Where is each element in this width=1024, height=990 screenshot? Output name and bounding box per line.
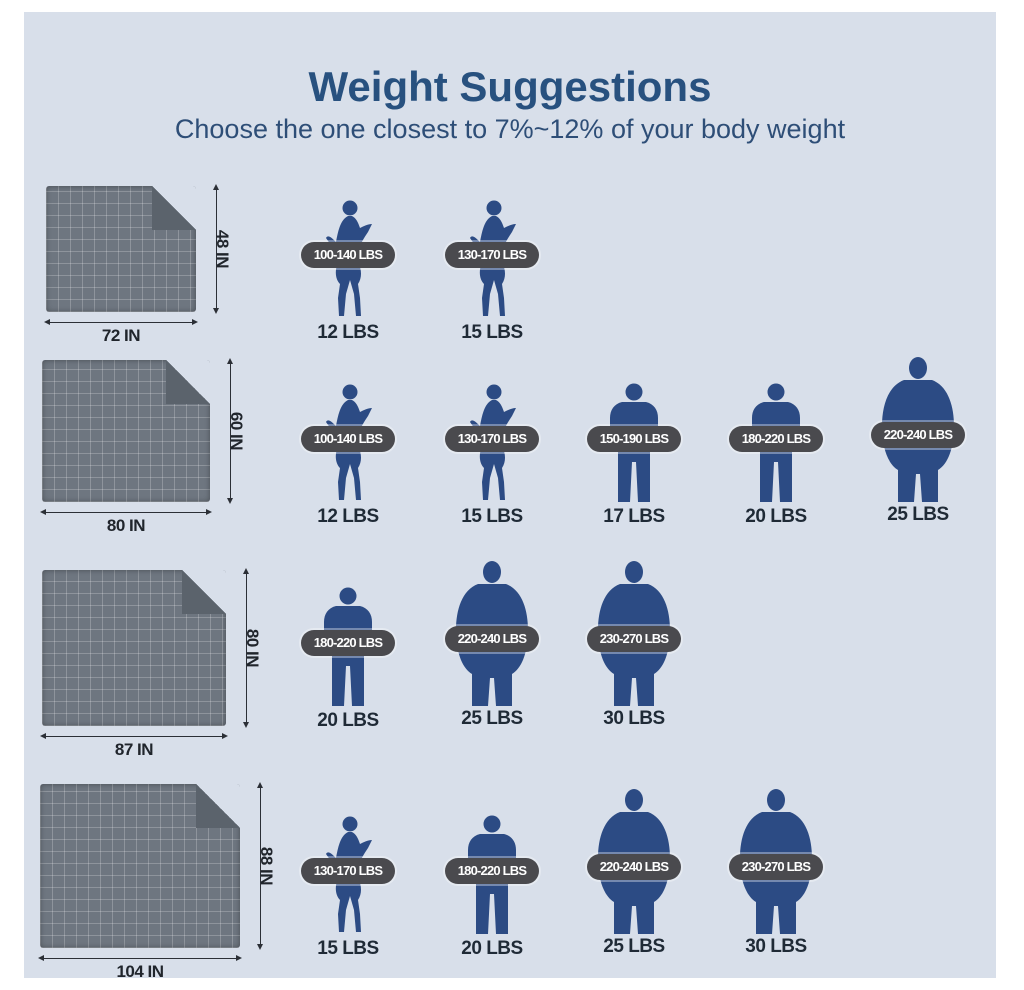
blanket-weight-label: 15 LBS	[461, 322, 523, 343]
arrow-down-icon	[227, 498, 233, 504]
blanket-weight-label: 12 LBS	[317, 322, 379, 343]
arrow-down-icon	[257, 944, 263, 950]
body-figure: 180-220 LBS 20 LBS	[726, 382, 826, 527]
body-figure: 100-140 LBS 12 LBS	[298, 382, 398, 527]
body-figure: 130-170 LBS 15 LBS	[298, 814, 398, 959]
arrow-right-icon	[192, 319, 198, 325]
height-dimension-line	[230, 360, 231, 502]
blanket-weight-label: 17 LBS	[603, 506, 665, 527]
blanket-weight-label: 25 LBS	[887, 504, 949, 525]
blanket-weight-label: 25 LBS	[603, 936, 665, 957]
blanket-weight-label: 25 LBS	[461, 708, 523, 729]
body-weight-range-badge: 180-220 LBS	[729, 426, 823, 452]
body-figure: 220-240 LBS 25 LBS	[442, 560, 542, 729]
blanket-icon	[46, 186, 196, 312]
height-dimension-line	[246, 570, 247, 726]
body-weight-range-badge: 130-170 LBS	[301, 858, 395, 884]
body-weight-range-badge: 180-220 LBS	[445, 858, 539, 884]
body-weight-range-badge: 150-190 LBS	[587, 426, 681, 452]
body-figure: 130-170 LBS 15 LBS	[442, 198, 542, 343]
blanket-width-label: 72 IN	[101, 326, 141, 345]
page-subtitle: Choose the one closest to 7%~12% of your…	[174, 114, 846, 144]
body-weight-range-badge: 130-170 LBS	[445, 242, 539, 268]
body-weight-range-badge: 230-270 LBS	[587, 626, 681, 652]
body-figure: 180-220 LBS 20 LBS	[442, 814, 542, 959]
arrow-up-icon	[257, 782, 263, 788]
blanket-weight-label: 12 LBS	[317, 506, 379, 527]
body-figure: 220-240 LBS 25 LBS	[868, 356, 968, 525]
arrow-up-icon	[213, 184, 219, 190]
arrow-left-icon	[44, 319, 50, 325]
body-figure: 230-270 LBS 30 LBS	[726, 788, 826, 957]
body-figure: 230-270 LBS 30 LBS	[584, 560, 684, 729]
body-weight-range-badge: 220-240 LBS	[445, 626, 539, 652]
width-dimension-line	[46, 322, 196, 323]
width-dimension-line	[42, 736, 226, 737]
body-figure: 180-220 LBS 20 LBS	[298, 586, 398, 731]
arrow-down-icon	[243, 722, 249, 728]
blanket-icon	[42, 570, 226, 726]
height-dimension-line	[260, 784, 261, 948]
arrow-right-icon	[222, 733, 228, 739]
body-figure: 130-170 LBS 15 LBS	[442, 382, 542, 527]
blanket-width-label: 104 IN	[116, 962, 164, 981]
blanket-weight-label: 20 LBS	[461, 938, 523, 959]
arrow-right-icon	[236, 955, 242, 961]
blanket-weight-label: 30 LBS	[603, 708, 665, 729]
arrow-up-icon	[243, 568, 249, 574]
blanket-weight-label: 20 LBS	[745, 506, 807, 527]
width-dimension-line	[42, 512, 210, 513]
body-figure: 150-190 LBS 17 LBS	[584, 382, 684, 527]
arrow-left-icon	[40, 733, 46, 739]
height-dimension-line	[216, 186, 217, 312]
page-title: Weight Suggestions	[308, 63, 712, 110]
body-weight-range-badge: 220-240 LBS	[871, 422, 965, 448]
blanket-height-label: 60 IN	[227, 411, 246, 451]
arrow-left-icon	[38, 955, 44, 961]
body-weight-range-badge: 180-220 LBS	[301, 630, 395, 656]
blanket-height-label: 80 IN	[243, 628, 262, 668]
arrow-right-icon	[206, 509, 212, 515]
blanket-weight-label: 30 LBS	[745, 936, 807, 957]
body-figure: 100-140 LBS 12 LBS	[298, 198, 398, 343]
blanket-weight-label: 20 LBS	[317, 710, 379, 731]
arrow-up-icon	[227, 358, 233, 364]
body-weight-range-badge: 100-140 LBS	[301, 242, 395, 268]
body-weight-range-badge: 230-270 LBS	[729, 854, 823, 880]
body-weight-range-badge: 220-240 LBS	[587, 854, 681, 880]
blanket-icon	[40, 784, 240, 948]
blanket-width-label: 80 IN	[106, 516, 146, 535]
blanket-width-label: 87 IN	[114, 740, 154, 759]
blanket-weight-label: 15 LBS	[317, 938, 379, 959]
body-figure: 220-240 LBS 25 LBS	[584, 788, 684, 957]
weight-suggestions-panel: Weight Suggestions Choose the one closes…	[24, 12, 996, 981]
body-weight-range-badge: 100-140 LBS	[301, 426, 395, 452]
blanket-icon	[42, 360, 210, 502]
body-weight-range-badge: 130-170 LBS	[445, 426, 539, 452]
arrow-down-icon	[213, 308, 219, 314]
blanket-weight-label: 15 LBS	[461, 506, 523, 527]
blanket-height-label: 88 IN	[257, 846, 276, 886]
blanket-height-label: 48 IN	[213, 229, 232, 269]
width-dimension-line	[40, 958, 240, 959]
arrow-left-icon	[40, 509, 46, 515]
